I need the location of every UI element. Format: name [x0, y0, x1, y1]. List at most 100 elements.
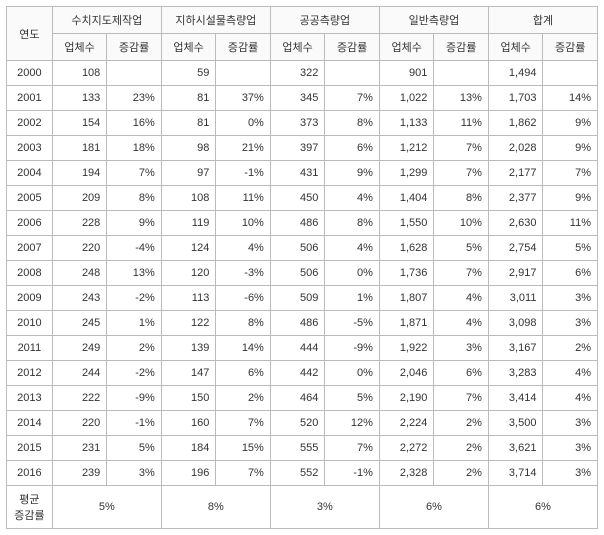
cell-year: 2006 — [7, 211, 53, 236]
cell-count: 97 — [161, 161, 216, 186]
cell-rate: 1% — [107, 311, 162, 336]
cell-rate: 2% — [216, 386, 271, 411]
cell-count: 154 — [52, 111, 107, 136]
table-row: 200824813%120-3%5060%1,7367%2,9176% — [7, 261, 598, 286]
cell-count: 2,046 — [379, 361, 434, 386]
cell-count: 2,328 — [379, 461, 434, 486]
cell-rate: -2% — [107, 286, 162, 311]
col-count: 업체수 — [161, 34, 216, 61]
cell-count: 1,133 — [379, 111, 434, 136]
table-body: 2000108593229011,494200113323%8137%3457%… — [7, 61, 598, 486]
cell-rate: 15% — [216, 436, 271, 461]
cell-rate: 14% — [543, 86, 598, 111]
cell-rate: 4% — [543, 386, 598, 411]
cell-rate: 11% — [434, 111, 489, 136]
cell-rate: 2% — [434, 461, 489, 486]
cell-year: 2004 — [7, 161, 53, 186]
cell-rate: -4% — [107, 236, 162, 261]
cell-rate: 6% — [216, 361, 271, 386]
cell-rate: -1% — [325, 461, 380, 486]
cell-count: 1,299 — [379, 161, 434, 186]
col-rate: 증감률 — [434, 34, 489, 61]
cell-rate: 0% — [216, 111, 271, 136]
cell-count: 220 — [52, 411, 107, 436]
cell-count: 3,714 — [488, 461, 543, 486]
cell-rate: 9% — [325, 161, 380, 186]
cell-count: 3,011 — [488, 286, 543, 311]
cell-rate: 8% — [325, 111, 380, 136]
cell-count: 2,028 — [488, 136, 543, 161]
cell-rate: 8% — [434, 186, 489, 211]
cell-rate: 11% — [216, 186, 271, 211]
cell-year: 2011 — [7, 336, 53, 361]
cell-count: 150 — [161, 386, 216, 411]
cell-count: 1,703 — [488, 86, 543, 111]
cell-count: 133 — [52, 86, 107, 111]
cell-rate: 18% — [107, 136, 162, 161]
cell-rate: 7% — [434, 386, 489, 411]
cell-count: 1,550 — [379, 211, 434, 236]
table-row: 2009243-2%113-6%5091%1,8074%3,0113% — [7, 286, 598, 311]
cell-rate: 3% — [107, 461, 162, 486]
cell-count: 231 — [52, 436, 107, 461]
cell-rate: 4% — [434, 311, 489, 336]
cell-count: 506 — [270, 236, 325, 261]
cell-count: 98 — [161, 136, 216, 161]
cell-rate: 7% — [216, 461, 271, 486]
cell-rate: 13% — [107, 261, 162, 286]
cell-year: 2007 — [7, 236, 53, 261]
table-row: 200215416%810%3738%1,13311%1,8629% — [7, 111, 598, 136]
cell-count: 464 — [270, 386, 325, 411]
cell-rate: 2% — [107, 336, 162, 361]
cell-count: 81 — [161, 86, 216, 111]
cell-rate: 2% — [543, 336, 598, 361]
cell-rate — [107, 61, 162, 86]
cell-rate: -2% — [107, 361, 162, 386]
cell-count: 3,500 — [488, 411, 543, 436]
cell-rate: 9% — [543, 136, 598, 161]
cell-rate: 5% — [543, 236, 598, 261]
cell-count: 431 — [270, 161, 325, 186]
cell-rate: 37% — [216, 86, 271, 111]
col-group-1: 지하시설물측량업 — [161, 7, 270, 34]
col-rate: 증감률 — [216, 34, 271, 61]
cell-rate: 10% — [216, 211, 271, 236]
table-head: 연도 수치지도제작업 지하시설물측량업 공공측량업 일반측량업 합계 업체수증감… — [7, 7, 598, 61]
cell-year: 2008 — [7, 261, 53, 286]
footer-value: 5% — [52, 486, 161, 529]
data-table: 연도 수치지도제작업 지하시설물측량업 공공측량업 일반측량업 합계 업체수증감… — [6, 6, 598, 529]
cell-count: 373 — [270, 111, 325, 136]
cell-rate: 8% — [107, 186, 162, 211]
table-footer-row: 평균 증감률 5%8%3%6%6% — [7, 486, 598, 529]
cell-count: 3,098 — [488, 311, 543, 336]
cell-rate: 21% — [216, 136, 271, 161]
cell-count: 3,621 — [488, 436, 543, 461]
cell-year: 2005 — [7, 186, 53, 211]
cell-rate: 6% — [434, 361, 489, 386]
cell-count: 450 — [270, 186, 325, 211]
col-count: 업체수 — [270, 34, 325, 61]
cell-count: 442 — [270, 361, 325, 386]
col-group-3: 일반측량업 — [379, 7, 488, 34]
cell-rate: -6% — [216, 286, 271, 311]
cell-count: 124 — [161, 236, 216, 261]
cell-count: 122 — [161, 311, 216, 336]
footer-value: 6% — [379, 486, 488, 529]
cell-rate: 3% — [543, 411, 598, 436]
cell-rate: 4% — [216, 236, 271, 261]
cell-count: 486 — [270, 211, 325, 236]
cell-rate: 9% — [543, 186, 598, 211]
cell-count: 2,630 — [488, 211, 543, 236]
cell-rate: -1% — [107, 411, 162, 436]
cell-rate: 3% — [543, 461, 598, 486]
col-rate: 증감률 — [325, 34, 380, 61]
cell-count: 2,177 — [488, 161, 543, 186]
col-count: 업체수 — [52, 34, 107, 61]
cell-rate: 3% — [543, 311, 598, 336]
cell-rate — [216, 61, 271, 86]
cell-rate: -3% — [216, 261, 271, 286]
cell-rate: 11% — [543, 211, 598, 236]
cell-rate: 9% — [107, 211, 162, 236]
cell-rate: 0% — [325, 261, 380, 286]
cell-count: 509 — [270, 286, 325, 311]
